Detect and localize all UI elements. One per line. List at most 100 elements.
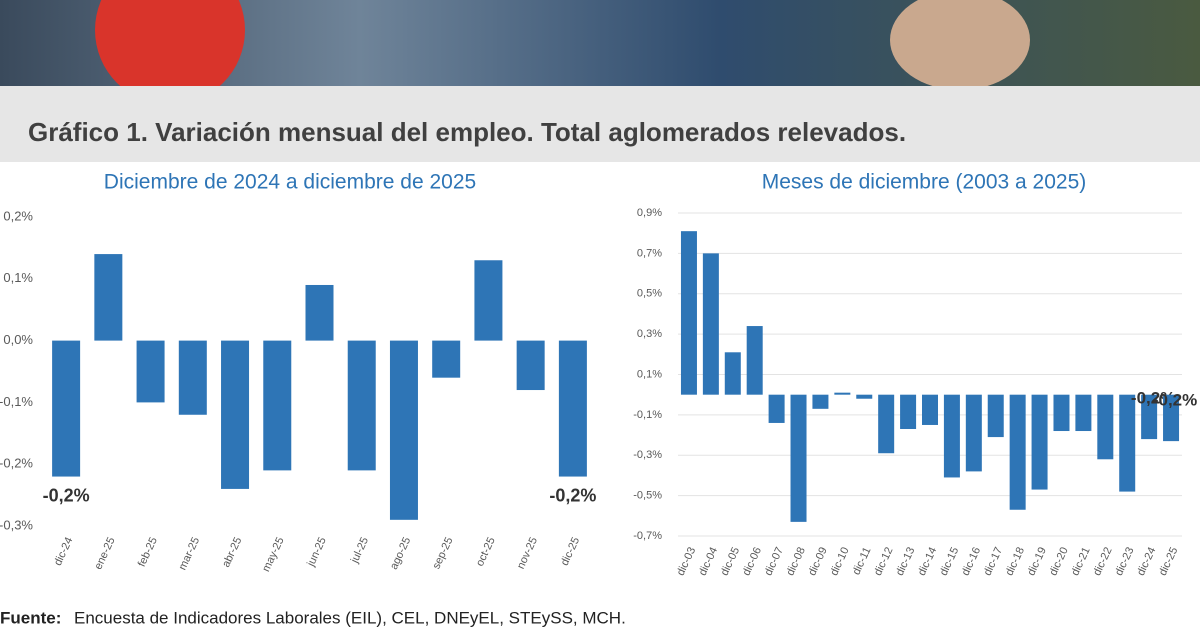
- bar: [900, 394, 917, 430]
- x-tick-label: dic-06: [741, 545, 765, 577]
- bar: [389, 340, 418, 520]
- bar: [1097, 394, 1114, 460]
- y-tick-label: 0,1%: [637, 368, 662, 380]
- bar: [432, 340, 461, 378]
- bar: [178, 340, 207, 415]
- bar: [724, 352, 741, 395]
- x-tick-label: nov-25: [515, 535, 540, 571]
- y-tick-label: 0,5%: [637, 288, 662, 300]
- bar: [1141, 394, 1158, 440]
- x-tick-label: sep-25: [430, 535, 455, 571]
- bar: [834, 392, 851, 395]
- bar: [94, 254, 123, 341]
- chart-title: Diciembre de 2024 a diciembre de 2025: [104, 171, 476, 194]
- bar: [1119, 394, 1136, 492]
- photo-helmet: [95, 0, 245, 105]
- x-tick-label: dic-21: [1069, 545, 1093, 577]
- x-tick-label: dic-14: [916, 545, 940, 577]
- x-tick-label: dic-24: [52, 535, 76, 567]
- title-band: [0, 86, 1200, 162]
- x-tick-label: dic-12: [872, 545, 896, 577]
- bar: [812, 394, 829, 409]
- x-tick-label: jun-25: [305, 535, 329, 569]
- x-tick-label: dic-07: [762, 545, 786, 577]
- x-tick-label: dic-13: [894, 545, 918, 577]
- source-label: Fuente:: [0, 608, 61, 627]
- bar: [702, 253, 719, 395]
- x-tick-label: dic-23: [1113, 545, 1137, 577]
- bar: [221, 340, 250, 489]
- x-tick-label: dic-24: [1135, 545, 1159, 577]
- x-tick-label: dic-08: [784, 545, 808, 577]
- x-tick-label: dic-22: [1091, 545, 1115, 577]
- bar: [987, 394, 1004, 438]
- chart: Meses de diciembre (2003 a 2025) 0,9% 0,7%…: [633, 171, 1197, 578]
- x-tick-label: dic-16: [960, 545, 984, 577]
- chart-title: Meses de diciembre (2003 a 2025): [762, 171, 1087, 194]
- bar: [878, 394, 895, 454]
- bar: [922, 394, 938, 425]
- y-tick-label: -0,5%: [633, 490, 662, 502]
- y-tick-label: -0,7%: [633, 530, 662, 542]
- x-tick-label: dic-25: [559, 535, 583, 567]
- bar: [1075, 394, 1092, 432]
- x-tick-label: jul-25: [348, 535, 371, 565]
- bar: [558, 340, 587, 477]
- y-tick-label: 0,9%: [637, 207, 662, 219]
- y-tick-label: -0,3%: [633, 449, 662, 461]
- photo-person: [890, 0, 1030, 90]
- bar: [263, 340, 292, 471]
- charts: Diciembre de 2024 a diciembre de 2025 0,2…: [0, 171, 1197, 578]
- value-label: -0,2%: [43, 485, 90, 505]
- value-label: -0,2%: [549, 485, 596, 505]
- x-tick-label: ago-25: [388, 535, 413, 571]
- y-tick-label: -0,1%: [633, 409, 662, 421]
- x-tick-label: dic-04: [697, 545, 721, 577]
- bar: [680, 231, 697, 395]
- bar: [1031, 394, 1048, 490]
- bar: [746, 326, 763, 395]
- source: Encuesta de Indicadores Laborales (EIL),…: [74, 608, 626, 627]
- x-tick-label: dic-10: [828, 545, 852, 577]
- chart: Diciembre de 2024 a diciembre de 2025 0,2…: [0, 171, 596, 574]
- bar: [1163, 394, 1180, 442]
- y-tick-label: 0,1%: [3, 270, 33, 285]
- value-label: -0,2%: [1153, 391, 1197, 410]
- bar: [1009, 394, 1026, 510]
- x-tick-label: dic-17: [982, 545, 1006, 577]
- x-tick-label: dic-03: [675, 545, 699, 577]
- x-tick-label: oct-25: [474, 535, 498, 568]
- x-tick-label: abr-25: [220, 535, 244, 569]
- x-tick-label: dic-18: [1003, 545, 1027, 577]
- x-tick-label: dic-15: [938, 545, 962, 577]
- y-tick-label: -0,1%: [0, 394, 33, 409]
- x-tick-label: dic-09: [806, 545, 830, 577]
- bar: [1053, 394, 1070, 432]
- y-tick-label: -0,3%: [0, 517, 33, 532]
- bar: [516, 340, 545, 391]
- y-tick-label: 0,2%: [3, 208, 33, 223]
- bar: [474, 260, 503, 341]
- x-tick-label: dic-19: [1025, 545, 1049, 577]
- bar: [305, 284, 334, 341]
- x-tick-label: dic-20: [1047, 545, 1071, 577]
- y-tick-label: 0,3%: [637, 328, 662, 340]
- bar: [347, 340, 376, 471]
- page-title: Gráfico 1. Variación mensual del empleo.…: [28, 117, 906, 147]
- bar: [52, 340, 81, 477]
- bar: [790, 394, 807, 522]
- bar: [768, 394, 785, 423]
- y-tick-label: 0,0%: [3, 332, 33, 347]
- x-tick-label: dic-11: [850, 545, 873, 576]
- x-tick-label: dic-05: [719, 545, 743, 577]
- bar: [856, 394, 873, 399]
- x-tick-label: may-25: [260, 535, 286, 573]
- x-tick-label: dic-25: [1157, 545, 1181, 577]
- x-tick-label: ene-25: [92, 535, 117, 571]
- x-tick-label: mar-25: [177, 535, 203, 572]
- bar: [136, 340, 165, 403]
- bar: [965, 394, 982, 472]
- bar: [943, 394, 960, 478]
